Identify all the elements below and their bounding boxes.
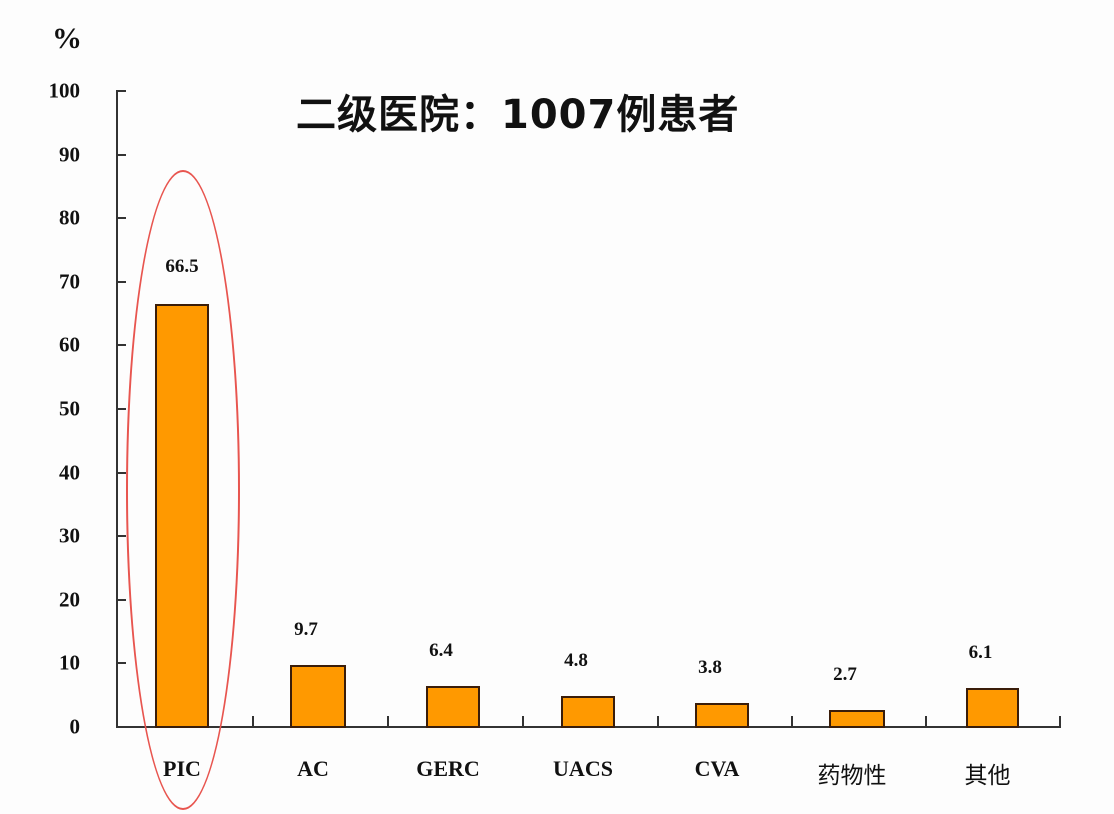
value-label: 66.5 [165, 256, 199, 278]
x-tick-mark [791, 716, 793, 727]
bar-2 [290, 665, 346, 728]
y-tick-label: 80 [59, 205, 80, 230]
x-tick-mark [252, 716, 254, 727]
value-label: 4.8 [564, 650, 588, 672]
value-label: 6.4 [429, 640, 453, 662]
y-tick-mark [116, 344, 126, 347]
x-tick-label: PIC [163, 756, 201, 781]
y-tick-label: 60 [59, 332, 80, 357]
value-label: 3.8 [698, 656, 722, 678]
x-tick-label: UACS [553, 756, 613, 781]
bar-3 [426, 686, 480, 728]
x-tick-mark [925, 716, 927, 727]
x-tick-mark [1059, 716, 1061, 727]
y-tick-mark [116, 90, 126, 92]
x-tick-label: AC [297, 756, 329, 781]
x-tick-label: CVA [694, 756, 740, 781]
y-tick-label: 90 [59, 142, 80, 167]
y-tick-label: 40 [59, 460, 80, 485]
y-tick-mark [116, 598, 126, 601]
bar-4 [561, 696, 615, 728]
y-tick-label: 70 [59, 269, 80, 294]
y-tick-mark [116, 471, 126, 474]
y-tick-label: 30 [59, 523, 80, 548]
y-tick-label: 100 [48, 78, 81, 103]
y-axis-unit: % [52, 22, 82, 55]
x-tick-mark [522, 716, 524, 727]
y-tick-label: 50 [59, 396, 80, 421]
y-tick-mark [116, 280, 126, 283]
x-tick-label: GERC [416, 756, 480, 781]
y-tick-label: 20 [59, 587, 80, 612]
y-tick-mark [116, 662, 126, 665]
value-label: 9.7 [294, 619, 318, 641]
chart-title: 二级医院：1007例患者 [296, 92, 740, 138]
bar-7 [966, 688, 1019, 728]
x-tick-mark [387, 716, 389, 727]
y-tick-label: 0 [69, 714, 81, 739]
y-tick-mark [116, 408, 126, 410]
bar-6 [829, 709, 885, 728]
value-label: 6.1 [968, 642, 993, 664]
y-tick-mark [116, 153, 126, 156]
bar-1 [155, 304, 209, 728]
x-tick-mark [657, 716, 659, 727]
y-tick-mark [116, 217, 126, 220]
x-tick-label: 其他 [964, 763, 1011, 789]
bar-5 [695, 702, 749, 728]
value-label: 2.7 [833, 663, 857, 685]
y-tick-label: 10 [59, 650, 80, 675]
x-tick-label: 药物性 [817, 763, 887, 789]
y-tick-mark [116, 535, 126, 538]
